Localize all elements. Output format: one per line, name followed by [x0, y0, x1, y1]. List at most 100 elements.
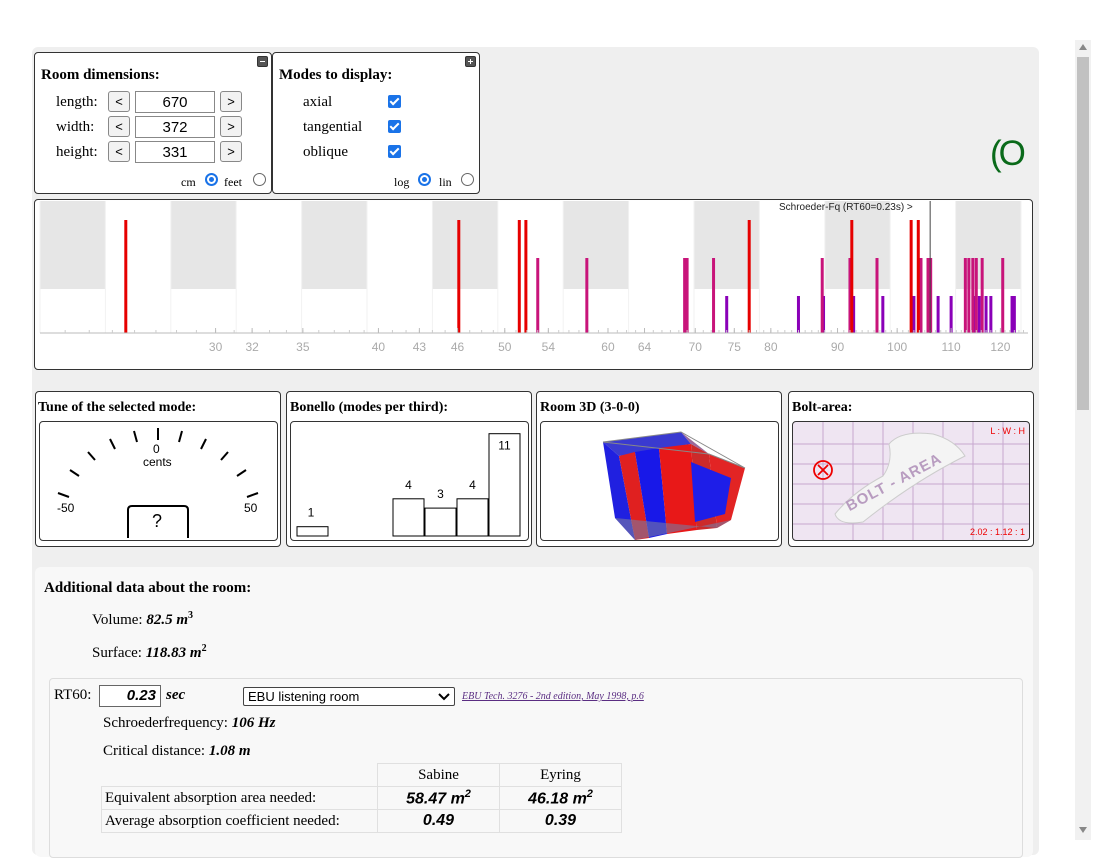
critical-distance-label: Critical distance: [103, 743, 206, 759]
rt60-input[interactable]: 0.23 [99, 685, 161, 707]
absorption-area-label: Equivalent absorption area needed: [101, 786, 378, 810]
bonello-panel: Bonello (modes per third): 1 4 3 4 11 [286, 391, 532, 547]
scale-lin-label: lin [439, 175, 452, 189]
oblique-mode-bar [936, 296, 940, 333]
height-input[interactable]: 331 [135, 141, 215, 163]
oblique-mode-bar [912, 296, 916, 333]
length-label: length: [56, 94, 98, 110]
oblique-label: oblique [303, 144, 348, 160]
absorption-header-row: Sabine Eyring [102, 763, 622, 787]
bolt-area-chart: BOLT - AREA L : W : H 2.02 : 1.12 : 1 [792, 421, 1030, 541]
length-decrease-button[interactable]: < [108, 91, 130, 112]
unit-cm-label: cm [181, 175, 196, 189]
height-increase-button[interactable]: > [220, 141, 242, 162]
schroeder-row: Schroederfrequency: 106 Hz [103, 715, 275, 732]
height-label: height: [56, 144, 98, 160]
height-decrease-button[interactable]: < [108, 141, 130, 162]
bolt-ratio-label: 2.02 : 1.12 : 1 [969, 527, 1025, 537]
volume-row: Volume: 82.5 m3 [92, 610, 193, 629]
absorption-area-sabine: 58.47 m2 [377, 786, 500, 810]
rt60-unit: sec [166, 687, 186, 703]
tangential-mode-bar [585, 258, 589, 333]
axial-mode-bar [517, 220, 521, 333]
unit-feet-radio[interactable] [253, 173, 266, 186]
tangential-label: tangential [303, 119, 363, 135]
tuner-display: 0 cents -50 50 ? [39, 421, 278, 541]
absorption-coefficient-eyring: 0.39 [499, 809, 622, 833]
room-3d-view[interactable] [540, 421, 779, 541]
rt60-preset-select[interactable]: EBU listening room [243, 687, 455, 706]
tangential-mode-bar [929, 258, 933, 333]
tuner-min-label: -50 [57, 501, 75, 515]
schroeder-value: 106 Hz [231, 715, 276, 731]
axial-mode-bar [747, 220, 751, 333]
bolt-area-panel: Bolt-area: BOLT - AREA L : W : H 2.02 : … [788, 391, 1034, 547]
bonello-bar-label: 3 [437, 487, 444, 501]
band-shade [170, 201, 237, 289]
tangential-mode-bar [971, 258, 975, 333]
room-3d-title: Room 3D (3-0-0) [540, 400, 640, 415]
oblique-mode-bar [949, 296, 953, 333]
length-increase-button[interactable]: > [220, 91, 242, 112]
surface-value: 118.83 m [145, 645, 202, 661]
band-shade [40, 201, 106, 289]
schroeder-label: Schroederfrequency: [103, 715, 228, 731]
bolt-area-title: Bolt-area: [792, 400, 853, 415]
scale-log-radio[interactable] [418, 173, 431, 186]
tangential-mode-bar [919, 258, 923, 333]
oblique-mode-bar [881, 296, 885, 333]
unit-cm-radio[interactable] [205, 173, 218, 186]
x-tick-label: 60 [601, 340, 615, 354]
expand-modes-panel-button[interactable] [465, 56, 476, 67]
tangential-mode-bar [1001, 258, 1005, 333]
bonello-chart-box: 1 4 3 4 11 [290, 421, 529, 541]
critical-distance-value: 1.08 m [208, 743, 251, 759]
room-3d-panel: Room 3D (3-0-0) [536, 391, 782, 547]
rt60-label: RT60: [54, 687, 92, 703]
absorption-area-eyring: 46.18 m2 [499, 786, 622, 810]
x-tick-label: 46 [451, 340, 465, 354]
oblique-mode-bar [989, 296, 993, 333]
oblique-mode-bar [1012, 296, 1016, 333]
volume-value: 82.5 m [146, 612, 188, 628]
tangential-mode-bar [685, 258, 689, 333]
tangential-checkbox[interactable] [388, 120, 401, 133]
bonello-bar [488, 433, 521, 537]
x-tick-label: 90 [831, 340, 845, 354]
width-decrease-button[interactable]: < [108, 116, 130, 137]
room-dimensions-title: Room dimensions: [41, 67, 160, 83]
volume-exponent: 3 [187, 610, 193, 621]
tangential-mode-bar [974, 258, 978, 333]
axial-mode-bar [124, 220, 128, 333]
collapse-room-panel-button[interactable] [257, 56, 268, 67]
surface-row: Surface: 118.83 m2 [92, 643, 207, 662]
bolt-lwh-label: L : W : H [990, 426, 1025, 436]
bonello-bar [424, 507, 457, 537]
scale-lin-radio[interactable] [461, 173, 474, 186]
scroll-up-icon[interactable] [1078, 43, 1088, 51]
axial-checkbox[interactable] [388, 95, 401, 108]
scrollbar-thumb[interactable] [1077, 57, 1089, 410]
ebu-reference-link[interactable]: EBU Tech. 3276 - 2nd edition, May 1998, … [462, 691, 644, 702]
tangential-mode-bar [875, 258, 879, 333]
tuner-gauge [57, 428, 259, 538]
scroll-down-icon[interactable] [1078, 826, 1088, 834]
absorption-coefficient-sabine: 0.49 [377, 809, 500, 833]
x-tick-label: 70 [689, 340, 703, 354]
unit-feet-label: feet [224, 175, 242, 189]
modes-title: Modes to display: [279, 67, 393, 83]
app-logo: (O [990, 134, 1026, 173]
room-3d-render [602, 431, 746, 540]
surface-label: Surface: [92, 645, 142, 661]
x-tick-label: 80 [764, 340, 778, 354]
schroeder-frequency-label: Schroeder-Fq (RT60=0.23s) > [779, 202, 913, 213]
tangential-mode-bar [967, 258, 971, 333]
length-input[interactable]: 670 [135, 91, 215, 113]
width-increase-button[interactable]: > [220, 116, 242, 137]
bonello-bar-label: 1 [308, 506, 315, 520]
spectrum-chart[interactable]: 30 32 35 40 43 46 50 54 60 64 70 75 80 90 100 110 120 [35, 200, 1032, 369]
width-input[interactable]: 372 [135, 116, 215, 138]
axial-mode-bar [916, 220, 920, 333]
oblique-checkbox[interactable] [388, 145, 401, 158]
tuner-zero-label: 0 [153, 442, 160, 456]
